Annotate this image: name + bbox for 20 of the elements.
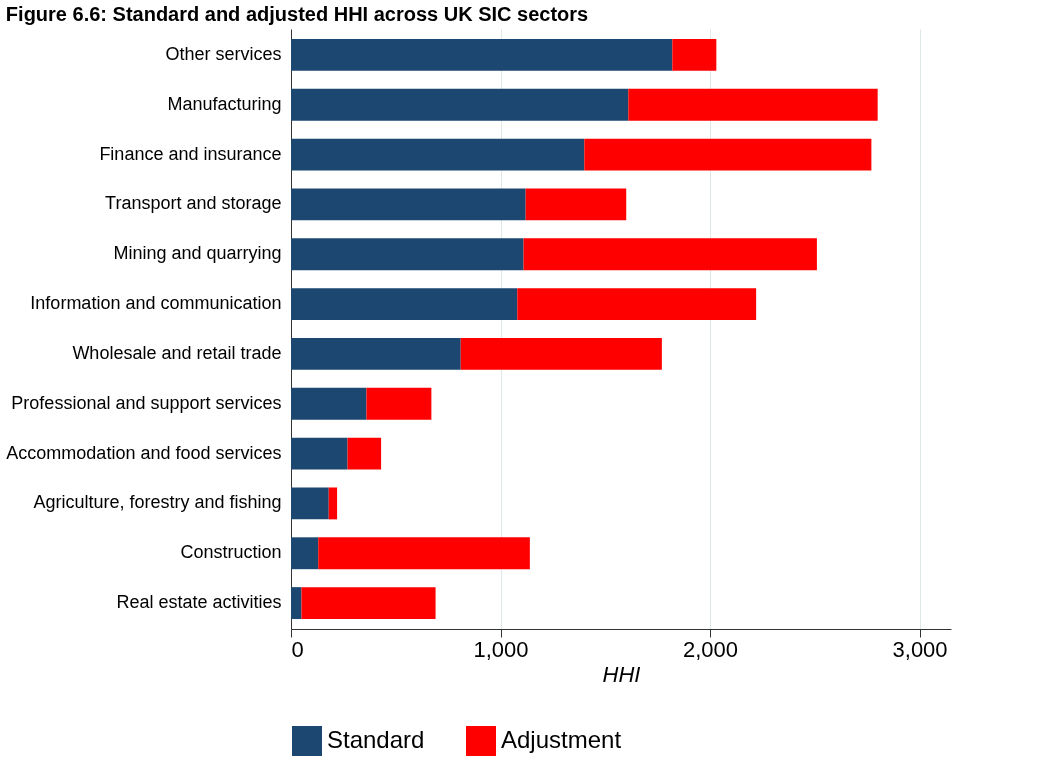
x-tick-label: 3,000 [892,636,948,662]
y-tick-label: Transport and storage [105,193,282,214]
y-tick-label: Other services [165,43,282,64]
y-tick-label: Real estate activities [116,592,282,613]
y-tick-label: Manufacturing [167,93,282,114]
legend-label: Standard [327,726,425,753]
x-tick-label: 1,000 [473,636,529,662]
x-axis-title: HHI [602,661,641,687]
y-tick-label: Accommodation and food services [6,442,282,463]
y-tick-label: Wholesale and retail trade [72,342,282,363]
x-tick-label: 0 [291,636,304,662]
y-tick-label: Agriculture, forestry and fishing [33,492,282,513]
y-tick-label: Finance and insurance [99,143,282,164]
y-tick-label: Construction [180,542,282,563]
legend-label: Adjustment [501,726,622,753]
y-tick-label: Professional and support services [11,392,282,413]
x-tick-label: 2,000 [683,636,739,662]
y-tick-label: Information and communication [30,293,282,314]
y-tick-label: Mining and quarrying [113,243,282,264]
chart-title: Figure 6.6: Standard and adjusted HHI across UK SIC sectors [5,3,589,25]
